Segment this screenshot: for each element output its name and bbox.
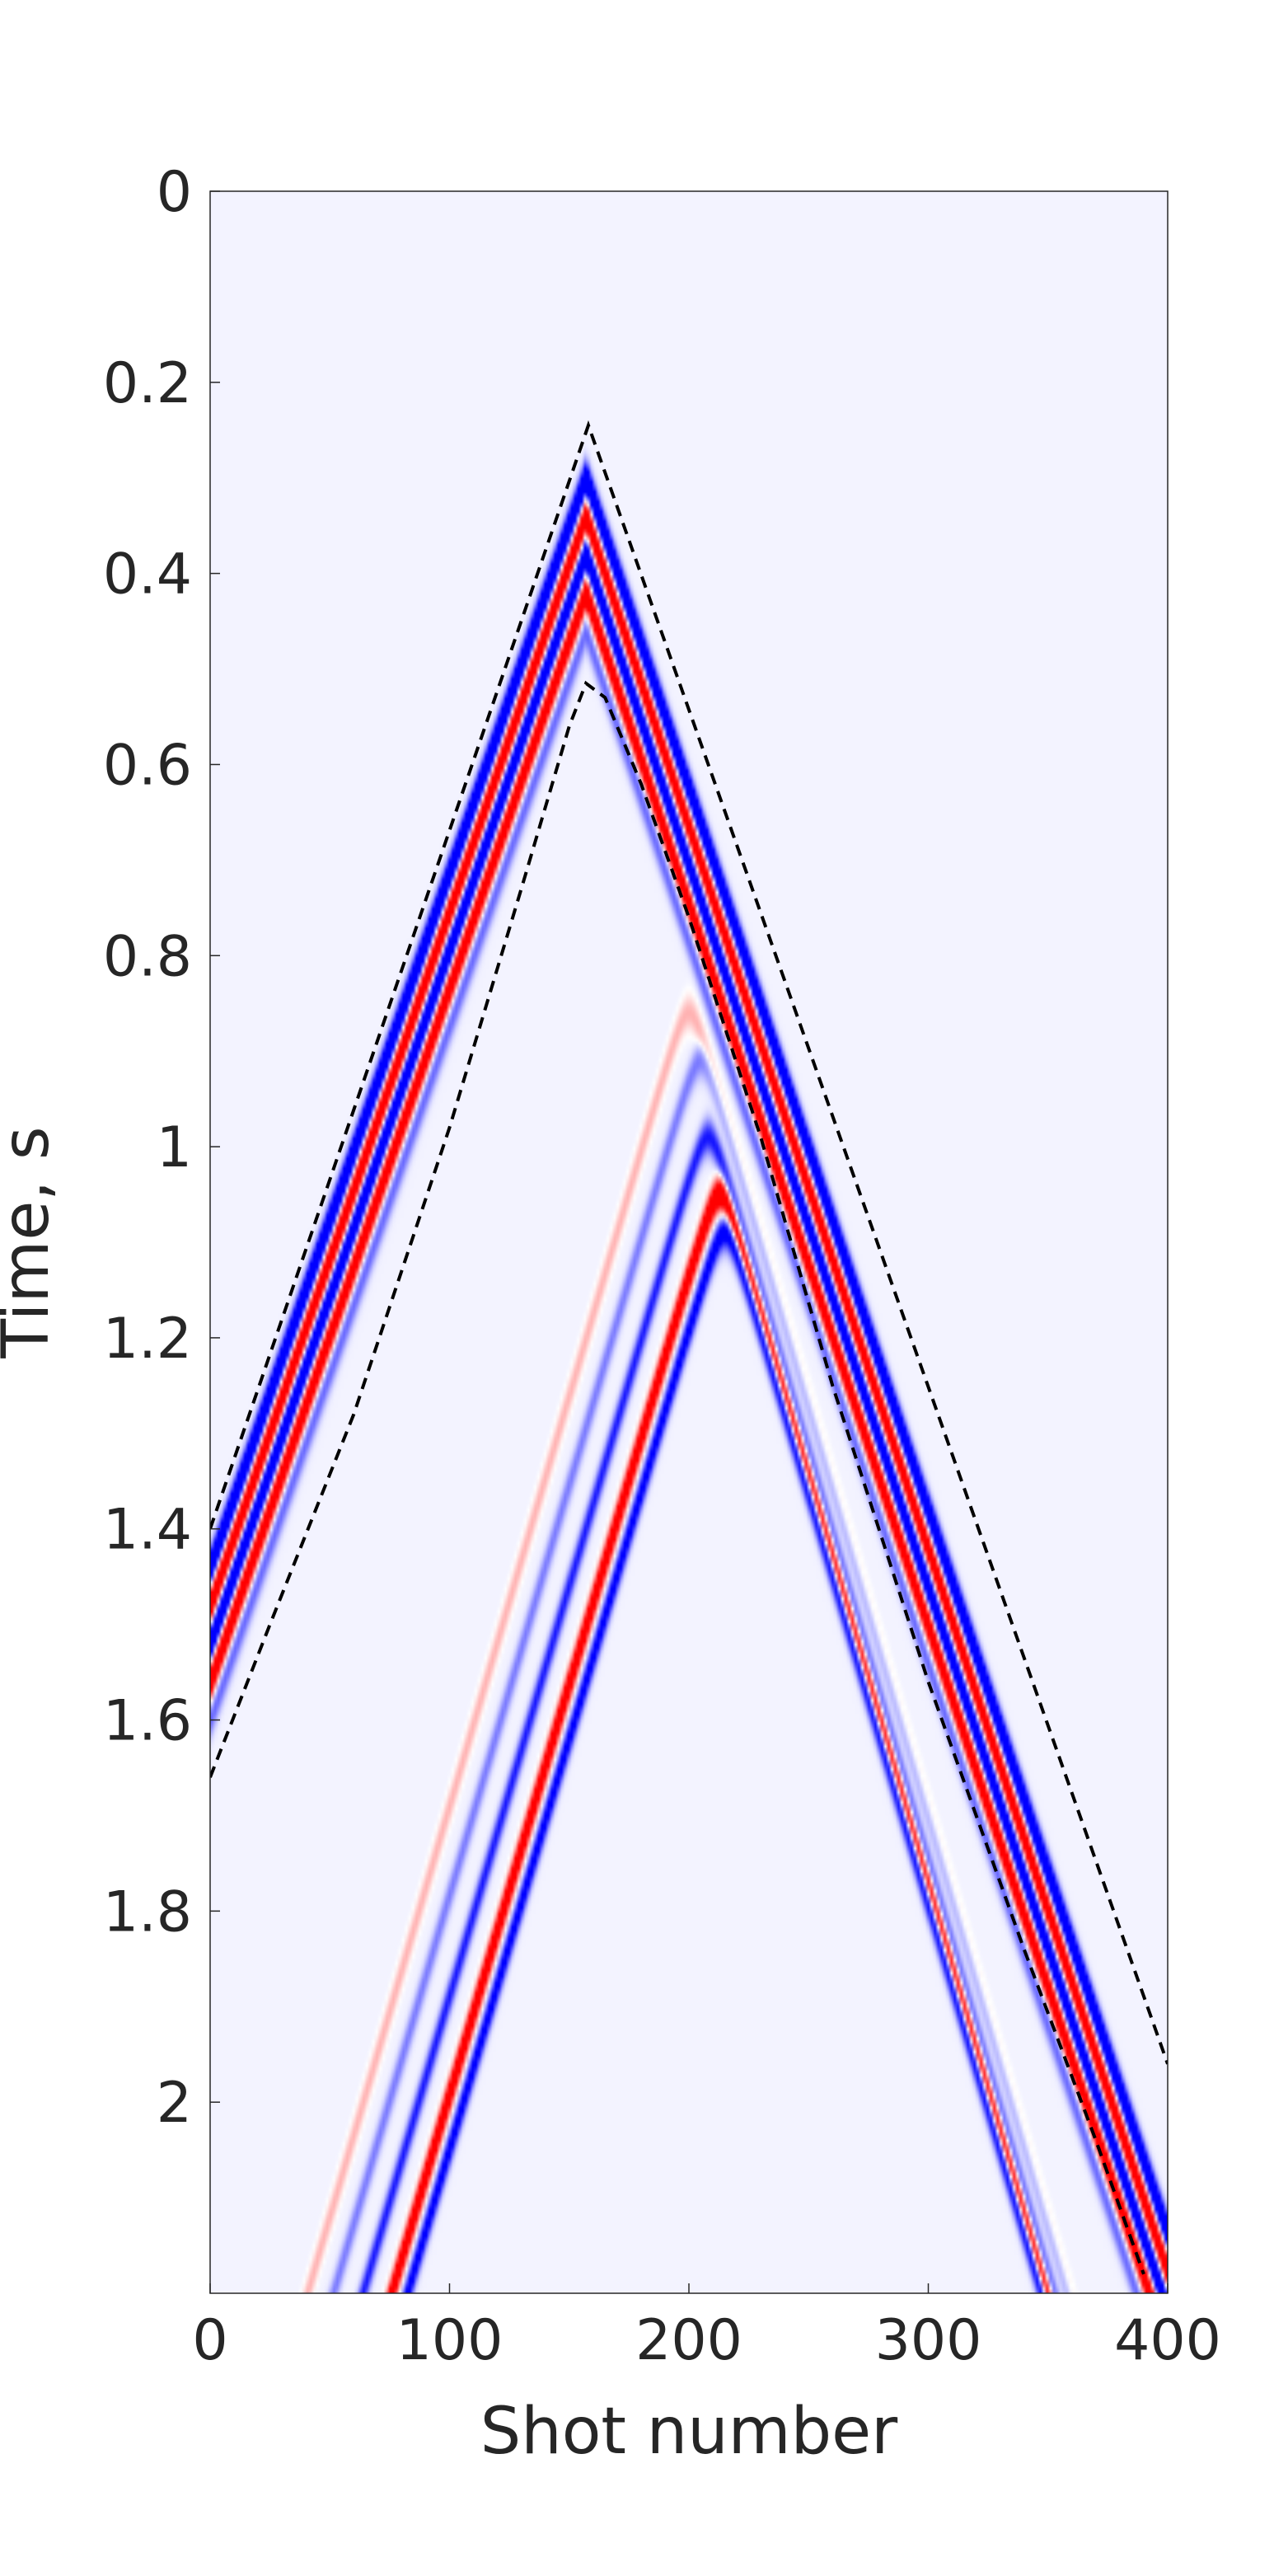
dashed-curve-upper bbox=[210, 420, 1168, 2065]
x-tick-label: 0 bbox=[192, 2308, 227, 2373]
y-tick-label: 0.8 bbox=[103, 924, 192, 989]
dashed-curve-lower bbox=[210, 680, 1145, 2275]
x-axis-ticks: 0 100 200 300 400 bbox=[192, 2283, 1221, 2373]
y-tick-label: 2 bbox=[157, 2071, 192, 2136]
y-tick-label: 1.4 bbox=[103, 1498, 192, 1563]
y-tick-label: 0.6 bbox=[103, 733, 192, 798]
y-tick-label: 0.2 bbox=[103, 351, 192, 416]
y-tick-label: 1 bbox=[157, 1115, 192, 1180]
y-tick-label: 0.4 bbox=[103, 542, 192, 608]
seismic-section-image bbox=[210, 191, 1168, 2293]
seismic-heatmap bbox=[210, 191, 1168, 2293]
x-tick-label: 100 bbox=[396, 2308, 503, 2373]
y-tick-label: 1.8 bbox=[103, 1879, 192, 1945]
dashed-curves bbox=[210, 420, 1168, 2275]
x-tick-label: 400 bbox=[1114, 2308, 1221, 2373]
y-tick-label: 1.2 bbox=[103, 1307, 192, 1372]
x-tick-label: 300 bbox=[875, 2308, 982, 2373]
y-tick-label: 0 bbox=[157, 160, 192, 225]
y-axis-ticks: 0 0.2 0.4 0.6 0.8 1 1.2 1.4 1.6 1.8 2 bbox=[103, 160, 220, 2136]
x-axis-label: Shot number bbox=[480, 2395, 898, 2469]
y-tick-label: 1.6 bbox=[103, 1689, 192, 1754]
y-axis-label: Time, s bbox=[0, 1126, 63, 1358]
x-tick-label: 200 bbox=[635, 2308, 742, 2373]
